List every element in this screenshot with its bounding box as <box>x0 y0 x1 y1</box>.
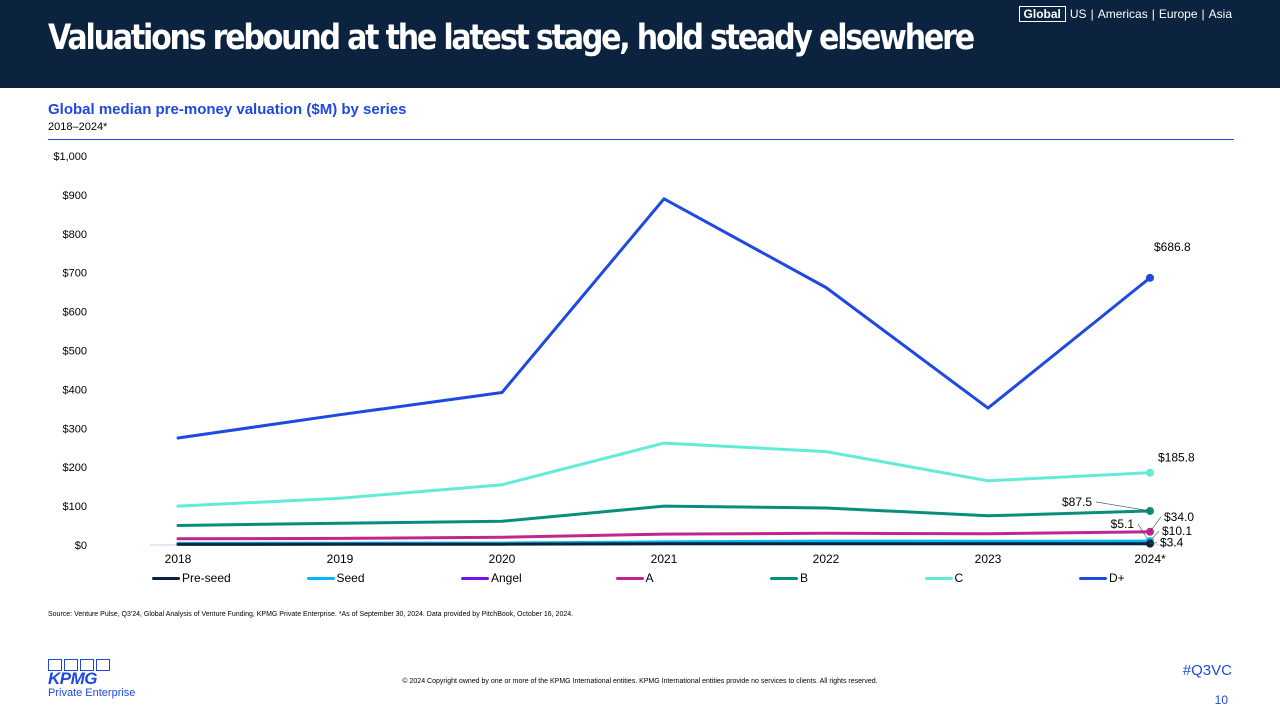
legend-swatch <box>306 576 335 580</box>
region-link-americas[interactable]: Americas <box>1097 7 1148 21</box>
data-label: $10.1 <box>1162 524 1192 538</box>
x-tick-label: 2019 <box>327 552 354 566</box>
y-tick-label: $700 <box>63 268 87 280</box>
legend-label: B <box>800 571 809 585</box>
page-title: Valuations rebound at the latest stage, … <box>48 18 975 58</box>
label-leader-line <box>1095 501 1151 512</box>
y-tick-label: $1,000 <box>53 151 87 163</box>
y-tick-label: $200 <box>63 462 87 474</box>
data-label: $686.8 <box>1154 240 1191 254</box>
data-label: $5.1 <box>1111 517 1135 531</box>
region-link-us[interactable]: US <box>1069 7 1087 21</box>
valuation-line-chart: $0 $100 $200 $300 $400 $500 $600 $700 $800 $900 $1… <box>53 151 1195 566</box>
chart-title: Global median pre-money valuation ($M) b… <box>48 101 407 118</box>
legend-swatch <box>615 576 644 580</box>
y-tick-label: $100 <box>63 501 87 513</box>
y-tick-label: $300 <box>63 423 87 435</box>
source-note: Source: Venture Pulse, Q3'24, Global Ana… <box>48 611 574 618</box>
legend-item: D+ <box>1079 571 1125 585</box>
kpmg-logo: KPMG Private Enterprise <box>48 659 135 699</box>
page-number: 10 <box>1214 693 1228 707</box>
legend-swatch <box>1079 576 1107 580</box>
logo-boxes <box>48 659 135 671</box>
title-divider <box>48 139 1234 140</box>
label-leader-line <box>1149 516 1162 532</box>
chart-subtitle: 2018–2024* <box>48 121 108 133</box>
data-label: $34.0 <box>1164 510 1194 524</box>
legend-label: C <box>954 571 964 585</box>
header-bar: Valuations rebound at the latest stage, … <box>0 0 1280 88</box>
series-line-pre-seed <box>176 542 1152 546</box>
logo-subtitle: Private Enterprise <box>48 687 136 699</box>
end-point-marker <box>1146 506 1154 515</box>
y-tick-label: $500 <box>63 346 87 358</box>
x-tick-label: 2022 <box>813 552 840 566</box>
x-tick-label: 2023 <box>975 552 1002 566</box>
legend-item: B <box>770 571 808 585</box>
y-tick-label: $800 <box>63 229 87 241</box>
legend-label: Pre-seed <box>182 571 231 585</box>
label-leader-line <box>1149 530 1160 542</box>
y-tick-label: $900 <box>63 190 87 202</box>
chart-legend: Pre-seed Seed Angel A B C D+ <box>152 571 1252 587</box>
series-line-a <box>176 530 1152 541</box>
end-point-marker <box>1146 273 1154 282</box>
copyright-notice: © 2024 Copyright owned by one or more of… <box>402 678 878 685</box>
end-point-marker <box>1146 468 1154 477</box>
series-line-c <box>176 441 1152 508</box>
legend-item: C <box>924 571 964 585</box>
series-line-b <box>176 504 1152 527</box>
y-tick-label: $600 <box>63 307 87 319</box>
legend-label: D+ <box>1109 571 1125 585</box>
legend-item: Pre-seed <box>152 571 231 585</box>
label-leader-line <box>1137 523 1151 544</box>
data-label: $185.8 <box>1158 451 1195 465</box>
region-link-europe[interactable]: Europe <box>1158 7 1198 21</box>
hashtag: #Q3VC <box>1182 662 1232 679</box>
legend-swatch <box>461 576 489 580</box>
data-label: $3.4 <box>1160 536 1184 550</box>
legend-item: Angel <box>461 571 522 585</box>
label-leader-line <box>1149 542 1158 544</box>
logo-wordmark: KPMG <box>48 669 98 688</box>
x-tick-label: 2024* <box>1134 552 1166 566</box>
legend-item: Seed <box>306 571 365 585</box>
series-line-d- <box>176 197 1152 440</box>
legend-label: Seed <box>336 571 365 585</box>
legend-swatch <box>924 576 953 580</box>
x-tick-label: 2021 <box>651 552 678 566</box>
legend-label: Angel <box>491 571 522 585</box>
x-tick-label: 2018 <box>165 552 192 566</box>
x-tick-label: 2020 <box>489 552 516 566</box>
region-separator: | <box>1201 7 1205 21</box>
region-link-asia[interactable]: Asia <box>1208 7 1232 21</box>
legend-swatch <box>770 576 798 580</box>
data-label: $87.5 <box>1062 495 1092 509</box>
y-tick-label: $400 <box>63 384 87 396</box>
legend-label: A <box>645 571 654 585</box>
legend-swatch <box>152 576 180 580</box>
region-nav: Global US | Americas | Europe | Asia <box>1018 6 1232 22</box>
y-tick-label: $0 <box>75 540 87 552</box>
region-separator: | <box>1090 7 1094 21</box>
region-link-global[interactable]: Global <box>1018 6 1066 22</box>
legend-item: A <box>615 571 654 585</box>
region-separator: | <box>1151 7 1155 21</box>
